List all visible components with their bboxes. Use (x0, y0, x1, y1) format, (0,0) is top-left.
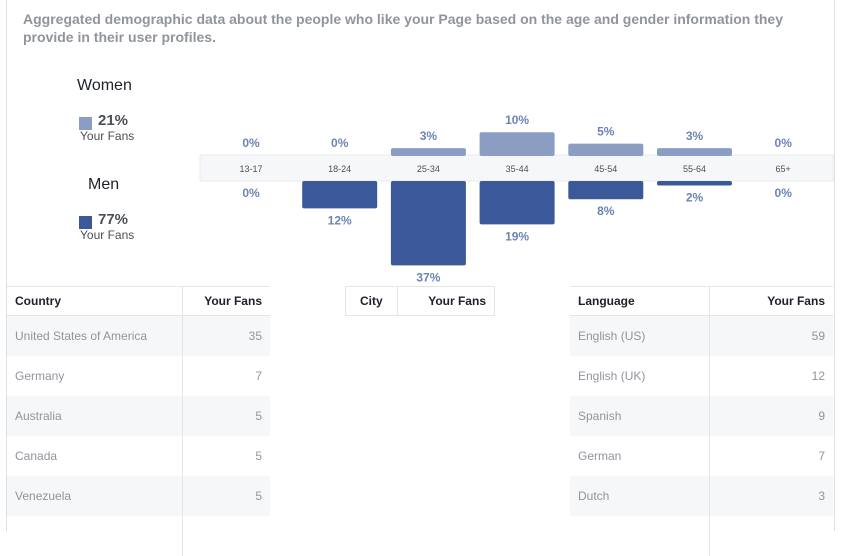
country-fans: 5 (182, 476, 270, 516)
language-fans: 59 (709, 315, 833, 356)
language-table: Language Your Fans English (US) 59 Engli… (570, 286, 833, 556)
women-bar (390, 148, 466, 156)
women-data-label: 3% (686, 129, 704, 143)
men-bar (302, 181, 378, 209)
table-row: Germany 7 (7, 356, 270, 396)
language-fans: 3 (709, 476, 833, 516)
country-table: Country Your Fans United States of Ameri… (7, 286, 270, 556)
language-fans: 12 (811, 369, 825, 383)
women-data-label: 0% (775, 136, 793, 150)
country-fans: 7 (255, 369, 262, 383)
men-legend-title: Men (88, 176, 120, 193)
men-data-label: 2% (686, 191, 704, 205)
table-row: Spanish 9 (570, 396, 833, 436)
country-fans: 35 (182, 315, 270, 356)
men-data-label: 8% (597, 204, 615, 218)
women-data-label: 5% (597, 125, 615, 139)
table-row (570, 516, 833, 556)
women-bar (568, 143, 644, 156)
age-tick-label: 55-64 (683, 164, 706, 174)
age-tick-label: 13-17 (239, 164, 262, 174)
country-fans: 5 (182, 396, 270, 436)
table-row: Venezuela 5 (7, 476, 270, 516)
table-row (7, 516, 270, 556)
men-data-label: 0% (242, 186, 260, 200)
table-row: English (US) 59 (570, 315, 833, 356)
language-name: English (US) (570, 315, 710, 356)
women-data-label: 0% (242, 136, 260, 150)
women-bar (657, 148, 732, 156)
men-data-label: 12% (328, 213, 352, 227)
men-fans-label: Your Fans (80, 228, 135, 242)
women-data-label: 10% (505, 113, 529, 127)
men-data-label: 0% (775, 186, 793, 200)
country-name: Venezuela (7, 476, 183, 516)
age-tick-label: 45-54 (594, 164, 617, 174)
age-tick-label: 25-34 (417, 164, 440, 174)
age-tick-label: 35-44 (506, 164, 529, 174)
city-table: City Your Fans (345, 286, 496, 316)
table-row: Canada 5 (7, 436, 270, 476)
women-data-label: 3% (420, 129, 438, 143)
men-data-label: 37% (416, 270, 440, 284)
table-row: Dutch 3 (570, 476, 833, 516)
age-tick-label: 65+ (776, 164, 791, 174)
men-bar (568, 181, 644, 200)
men-bar (657, 181, 732, 186)
women-data-label: 0% (331, 136, 349, 150)
age-tick-label: 18-24 (328, 164, 351, 174)
country-fans: 5 (255, 449, 262, 463)
city-fans-header[interactable]: Your Fans (396, 286, 496, 316)
age-gender-chart: 13-17 0% 0% 18-24 0% 12% 25-34 3% 37% 35-44 10% 19%… (199, 113, 834, 284)
language-fans: 9 (709, 396, 833, 436)
city-header[interactable]: City (345, 286, 398, 316)
women-legend-title: Women (77, 77, 132, 94)
women-fans-label: Your Fans (80, 129, 135, 143)
country-name: Germany (7, 356, 183, 396)
country-fans-header[interactable]: Your Fans (182, 286, 270, 316)
men-bar (390, 181, 466, 266)
table-row: Australia 5 (7, 396, 270, 436)
table-row: United States of America 35 (7, 315, 270, 356)
page-description: Aggregated demographic data about the pe… (23, 11, 783, 45)
table-row: English (UK) 12 (570, 356, 833, 396)
table-row: German 7 (570, 436, 833, 476)
country-name: United States of America (7, 315, 183, 356)
men-bar (479, 181, 555, 225)
country-name: Australia (7, 396, 183, 436)
language-name: English (UK) (570, 356, 710, 396)
language-name: Spanish (570, 396, 710, 436)
language-fans-header[interactable]: Your Fans (709, 286, 833, 316)
language-name: Dutch (570, 476, 710, 516)
language-name: German (570, 436, 710, 476)
men-data-label: 19% (505, 229, 529, 243)
men-percentage: 77% (98, 211, 129, 228)
men-swatch (79, 216, 92, 229)
women-percentage: 21% (98, 112, 129, 129)
women-bar (479, 132, 555, 156)
women-swatch (79, 117, 92, 130)
language-header[interactable]: Language (570, 286, 710, 316)
country-name: Canada (7, 436, 183, 476)
language-fans: 7 (818, 449, 825, 463)
country-header[interactable]: Country (7, 286, 183, 316)
